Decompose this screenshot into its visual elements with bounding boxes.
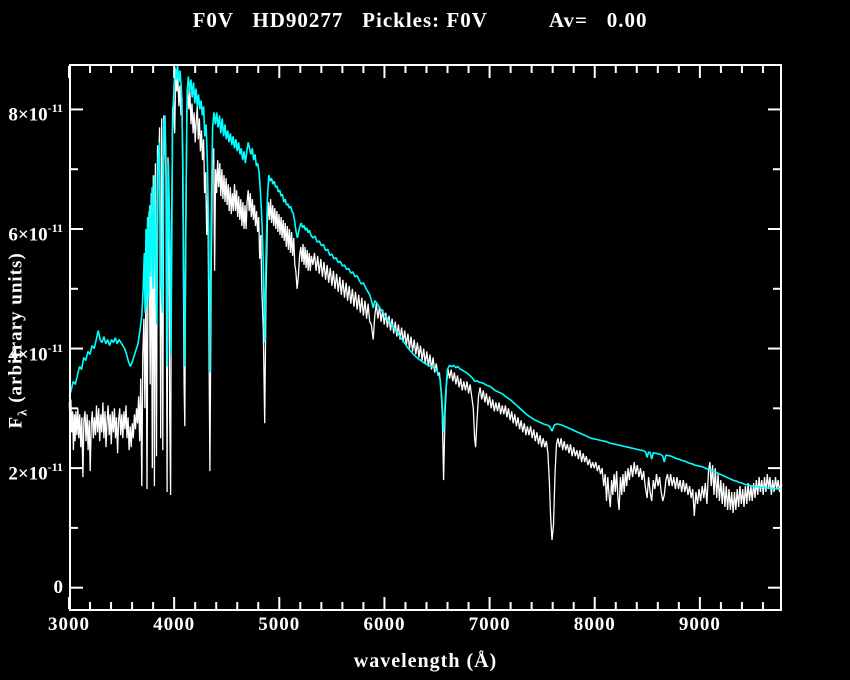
y-tick-label-8: 8×10-11 <box>8 101 63 126</box>
plot-area <box>68 64 783 611</box>
x-tick-label-9000: 9000 <box>678 614 721 635</box>
spectrum-curve-pickles-template-f0v <box>68 64 782 490</box>
x-tick-label-6000: 6000 <box>363 614 406 635</box>
x-tick-label-8000: 8000 <box>573 614 616 635</box>
exponent: -11 <box>47 101 63 116</box>
y-tick-label-6: 6×10-11 <box>8 220 63 246</box>
x-tick-label-5000: 5000 <box>258 614 301 635</box>
spectrum-curve-observed-spectrum-hd90277 <box>68 73 783 540</box>
x-tick-label-7000: 7000 <box>468 614 511 635</box>
x-tick-label-3000: 3000 <box>48 614 90 635</box>
exponent: -11 <box>47 460 63 475</box>
spectrum-chart <box>68 64 783 611</box>
exponent: -11 <box>47 340 63 355</box>
plot-title: F0V HD90277 Pickles: F0V Av= 0.00 <box>192 8 648 32</box>
plot-border <box>69 64 782 611</box>
x-axis-title: wavelength (Å) <box>353 650 498 672</box>
exponent: -11 <box>47 220 63 235</box>
x-tick-label-4000: 4000 <box>153 614 196 635</box>
lambda-subscript: λ <box>14 408 30 416</box>
y-tick-label-4: 4×10-11 <box>8 340 63 365</box>
y-tick-label-0: 0 <box>53 576 64 598</box>
y-tick-label-2: 2×10-11 <box>8 460 63 485</box>
